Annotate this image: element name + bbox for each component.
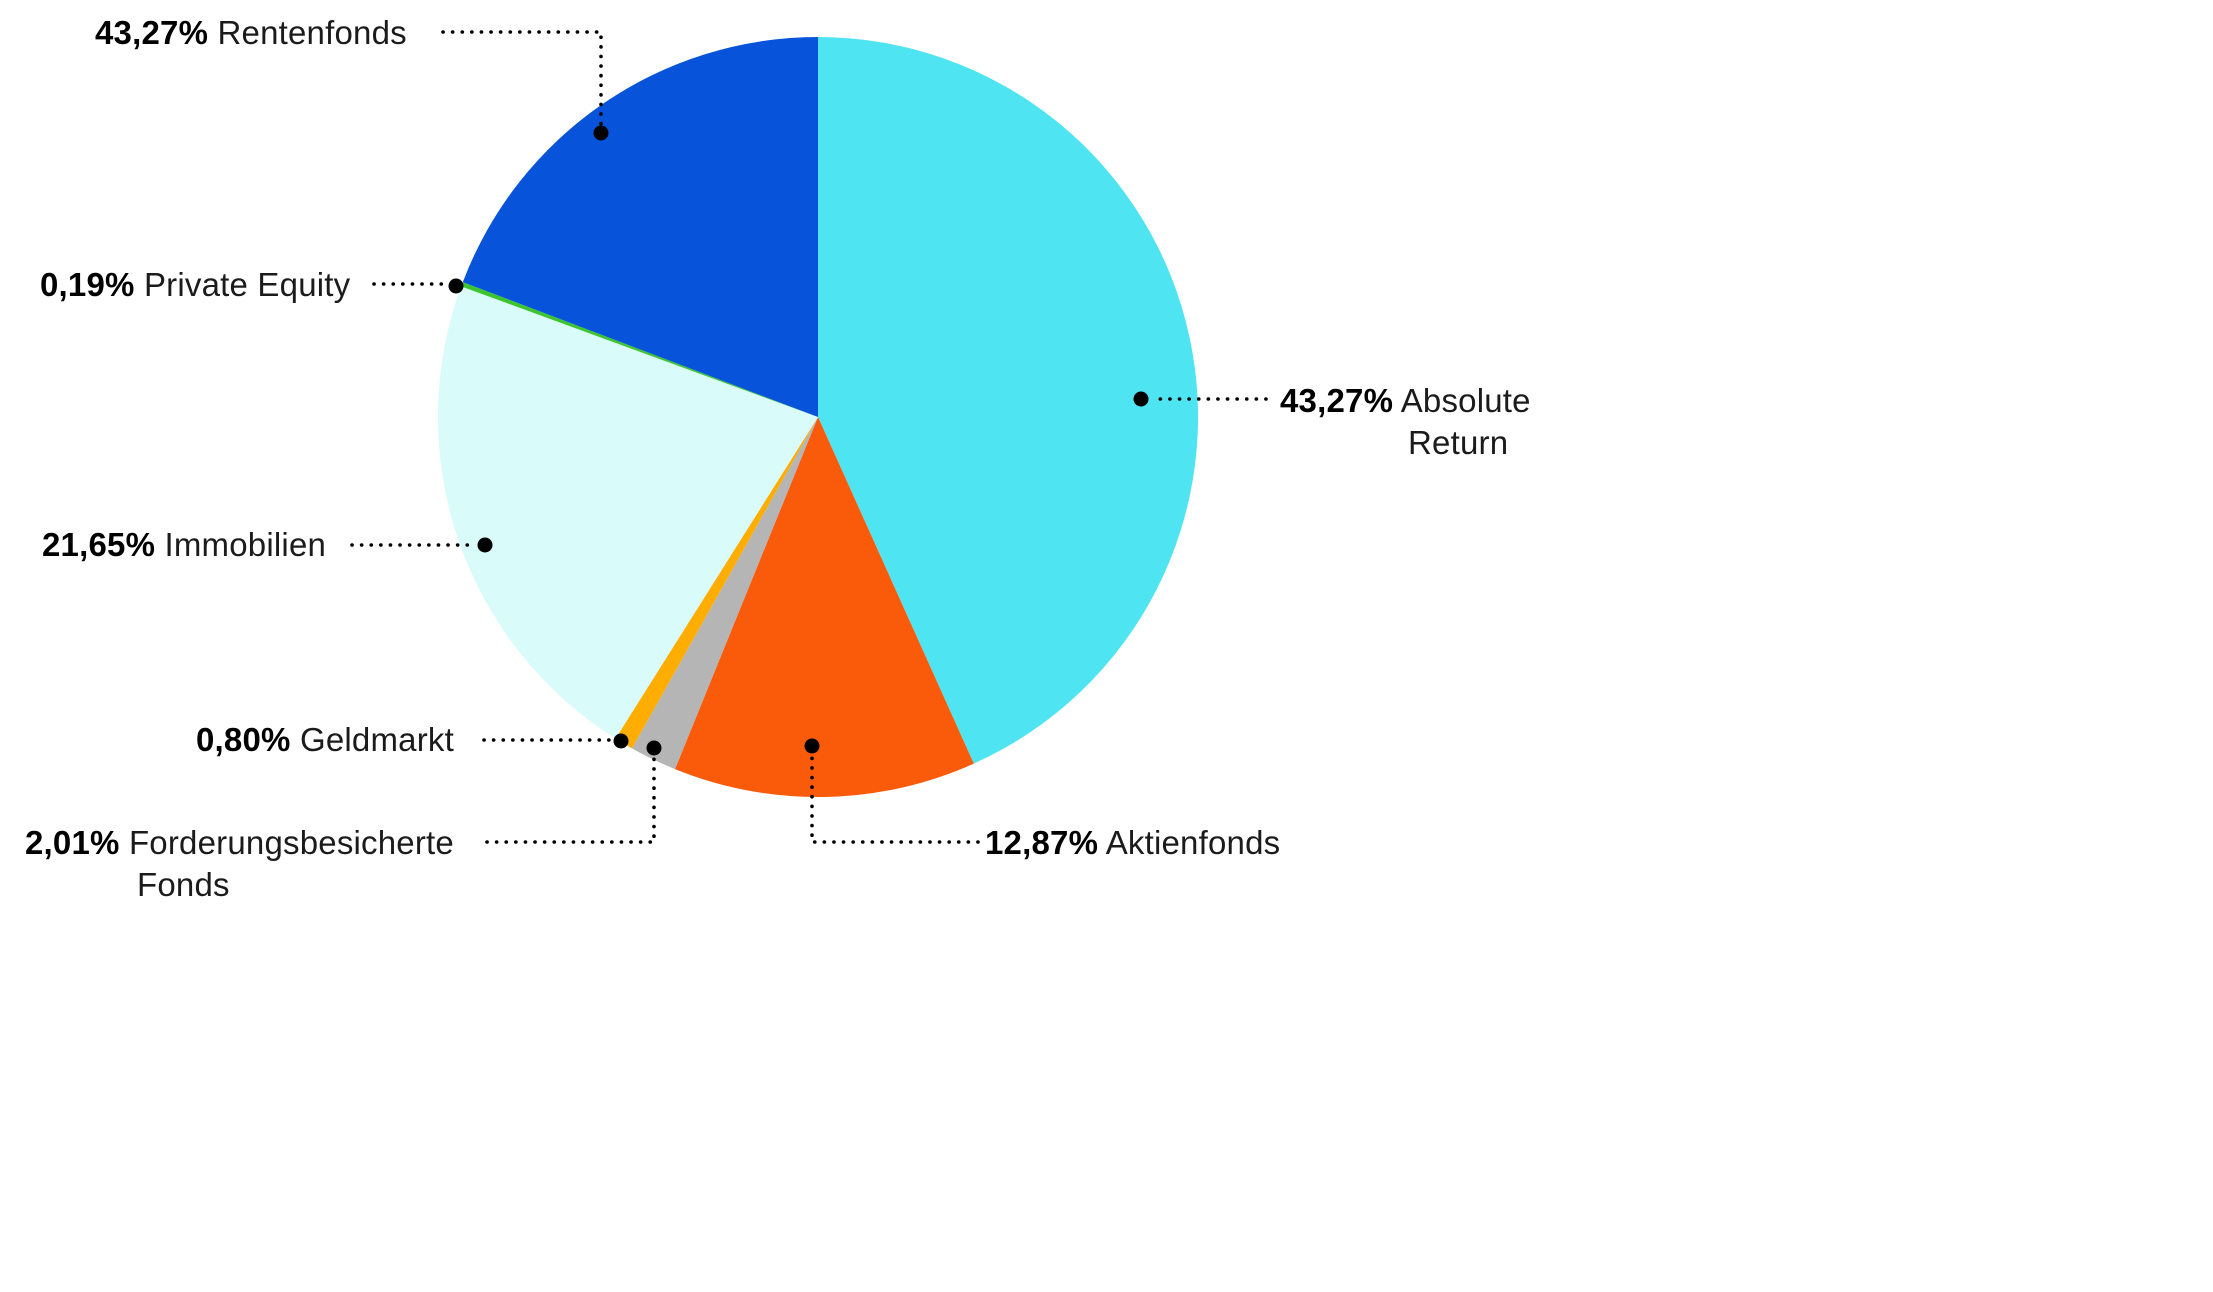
callout-rentenfonds: 43,27% Rentenfonds <box>95 12 407 54</box>
callout-private-equity: 0,19% Private Equity <box>40 264 350 306</box>
rentenfonds-name-label: Rentenfonds <box>217 14 407 51</box>
callout-dot-private-equity <box>448 278 464 294</box>
pie-slice-forderungsbesicherte-fonds <box>632 417 818 770</box>
geldmarkt-name-label: Geldmarkt <box>299 721 454 758</box>
pie-slice-geldmarkt <box>615 417 818 749</box>
absolute-return-name-label: Absolute Return <box>1400 382 1531 461</box>
callout-dot-forderungsbesicherte-fonds <box>646 740 662 756</box>
pie-slice-private-equity <box>461 282 818 417</box>
geldmarkt-percent-label: 0,80% <box>196 721 291 758</box>
callout-dot-absolute-return <box>1133 391 1149 407</box>
aktienfonds-percent-label: 12,87% <box>985 824 1099 861</box>
forderungsbesicherte-percent-label: 2,01% <box>25 824 120 861</box>
private-equity-percent-label: 0,19% <box>40 266 135 303</box>
aktienfonds-name-label: Aktienfonds <box>1105 824 1281 861</box>
immobilien-name-label: Immobilien <box>164 526 327 563</box>
callout-geldmarkt: 0,80% Geldmarkt <box>196 719 454 761</box>
callout-dot-rentenfonds <box>593 125 609 141</box>
callout-forderungsbesicherte-fonds: 2,01% Forderungsbesicherte Fonds <box>25 822 500 906</box>
callout-immobilien: 21,65% Immobilien <box>42 524 326 566</box>
pie-slice-aktienfonds <box>675 417 974 798</box>
callout-dot-geldmarkt <box>613 733 629 749</box>
private-equity-name-label: Private Equity <box>143 266 351 303</box>
pie-slice-absolute-return <box>818 37 1199 764</box>
callout-dot-aktienfonds <box>804 738 820 754</box>
callout-aktienfonds: 12,87% Aktienfonds <box>985 822 1280 864</box>
immobilien-percent-label: 21,65% <box>42 526 156 563</box>
pie-slice-rentenfonds <box>462 37 818 417</box>
leader-line-rentenfonds <box>441 30 603 126</box>
callout-dot-immobilien <box>477 537 493 553</box>
leader-line-forderungsbesicherte-fonds <box>485 755 656 844</box>
callout-absolute-return: 43,27% Absolute Return <box>1280 380 1572 464</box>
forderungsbesicherte-name-label: Forderungsbesicherte Fonds <box>128 824 454 903</box>
pie-slice-immobilien <box>437 286 818 739</box>
rentenfonds-percent-label: 43,27% <box>95 14 209 51</box>
absolute-return-percent-label: 43,27% <box>1280 382 1394 419</box>
